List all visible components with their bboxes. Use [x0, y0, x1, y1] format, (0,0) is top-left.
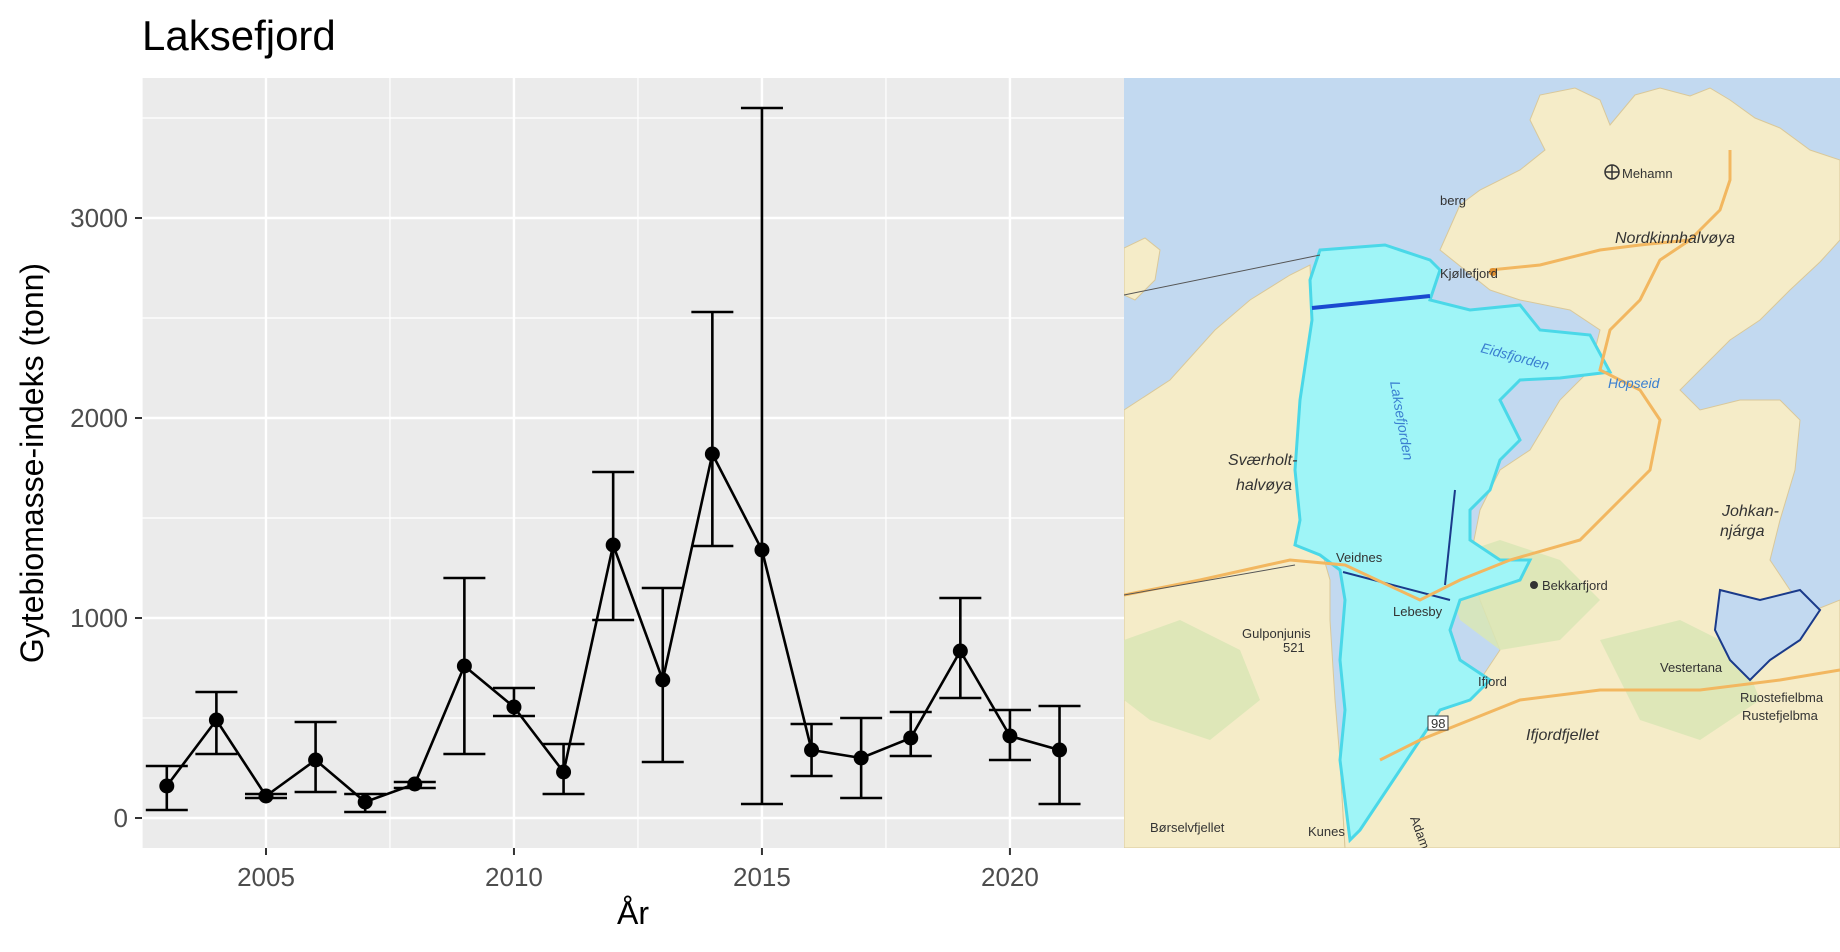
data-point: [903, 730, 919, 746]
map-sea-boundary: [1124, 254, 1321, 296]
map-label: Kjøllefjord: [1440, 266, 1498, 281]
data-point: [556, 764, 572, 780]
chart-title: Laksefjord: [142, 12, 336, 59]
map-label: 98: [1431, 716, 1445, 731]
y-tick-label: 2000: [70, 403, 128, 433]
x-tick-label: 2015: [733, 862, 791, 892]
x-tick-label: 2005: [237, 862, 295, 892]
map-label: njárga: [1720, 523, 1765, 540]
x-axis-title: År: [617, 895, 649, 931]
map-road: [1489, 238, 1691, 272]
data-point: [1002, 728, 1018, 744]
data-point: [754, 542, 770, 558]
data-point: [704, 446, 720, 462]
y-tick-label: 0: [114, 803, 128, 833]
map-label: 521: [1283, 640, 1305, 655]
map-label: Ifjordfjellet: [1526, 727, 1599, 744]
map-label: Bekkarfjord: [1542, 578, 1608, 593]
data-point: [407, 776, 423, 792]
data-point: [357, 794, 373, 810]
data-point: [208, 712, 224, 728]
map-label: Rustefjelbma: [1742, 708, 1819, 723]
map-label: Ruostefielbma: [1740, 690, 1824, 705]
map-road: [1379, 668, 1840, 762]
map-label: Nordkinnhalvøya: [1615, 230, 1735, 247]
map-label: Børselvfjellet: [1150, 820, 1225, 835]
map-town-marker: [1489, 268, 1497, 276]
map-label: berg: [1440, 193, 1466, 208]
map-label: Hopseid: [1608, 375, 1661, 391]
map-island-west: [1124, 237, 1161, 301]
map-sea-boundary: [1124, 564, 1296, 596]
map-label: Kunes: [1308, 824, 1345, 839]
map-label: Gulponjunis: [1242, 626, 1311, 641]
map-east-inlet: [1713, 588, 1822, 682]
map-forest: [1124, 620, 1260, 740]
data-point: [456, 658, 472, 674]
map-label: Lebesby: [1393, 604, 1443, 619]
x-tick-label: 2010: [485, 862, 543, 892]
map-label: Ifjord: [1478, 674, 1507, 689]
map-label: Johkan-: [1721, 503, 1779, 520]
data-point: [605, 537, 621, 553]
y-tick-label: 3000: [70, 203, 128, 233]
map-label: halvøya: [1236, 477, 1292, 494]
data-point: [655, 672, 671, 688]
data-point: [159, 778, 175, 794]
data-point: [952, 643, 968, 659]
x-tick-label: 2020: [981, 862, 1039, 892]
map-forest: [1600, 620, 1760, 740]
data-point: [1052, 742, 1068, 758]
data-point: [804, 742, 820, 758]
map-label: Mehamn: [1622, 166, 1673, 181]
data-point: [258, 788, 274, 804]
map-label: Veidnes: [1336, 550, 1383, 565]
plot-panel: [142, 78, 1124, 848]
axis-ticks: 2005 2010 2015 2020 0 1000 2000 3000: [70, 203, 1039, 892]
data-point: [506, 699, 522, 715]
fjord-map: Mehamn Nordkinnhalvøya Kjøllefjord Eidsf…: [1124, 78, 1840, 848]
map-label: Vestertana: [1660, 660, 1723, 675]
map-town-marker: [1530, 581, 1538, 589]
y-axis-title: Gytebiomasse-indeks (tonn): [14, 263, 50, 663]
map-road: [1124, 150, 1732, 602]
map-inner-boundary: [1444, 489, 1456, 586]
y-tick-label: 1000: [70, 603, 128, 633]
data-point: [853, 750, 869, 766]
map-label: Sværholt-: [1228, 452, 1297, 469]
series-layer: [145, 106, 1081, 814]
map-fjord-mouth-line: [1311, 294, 1431, 310]
map-road-shield: [1427, 715, 1449, 731]
data-point: [308, 752, 324, 768]
